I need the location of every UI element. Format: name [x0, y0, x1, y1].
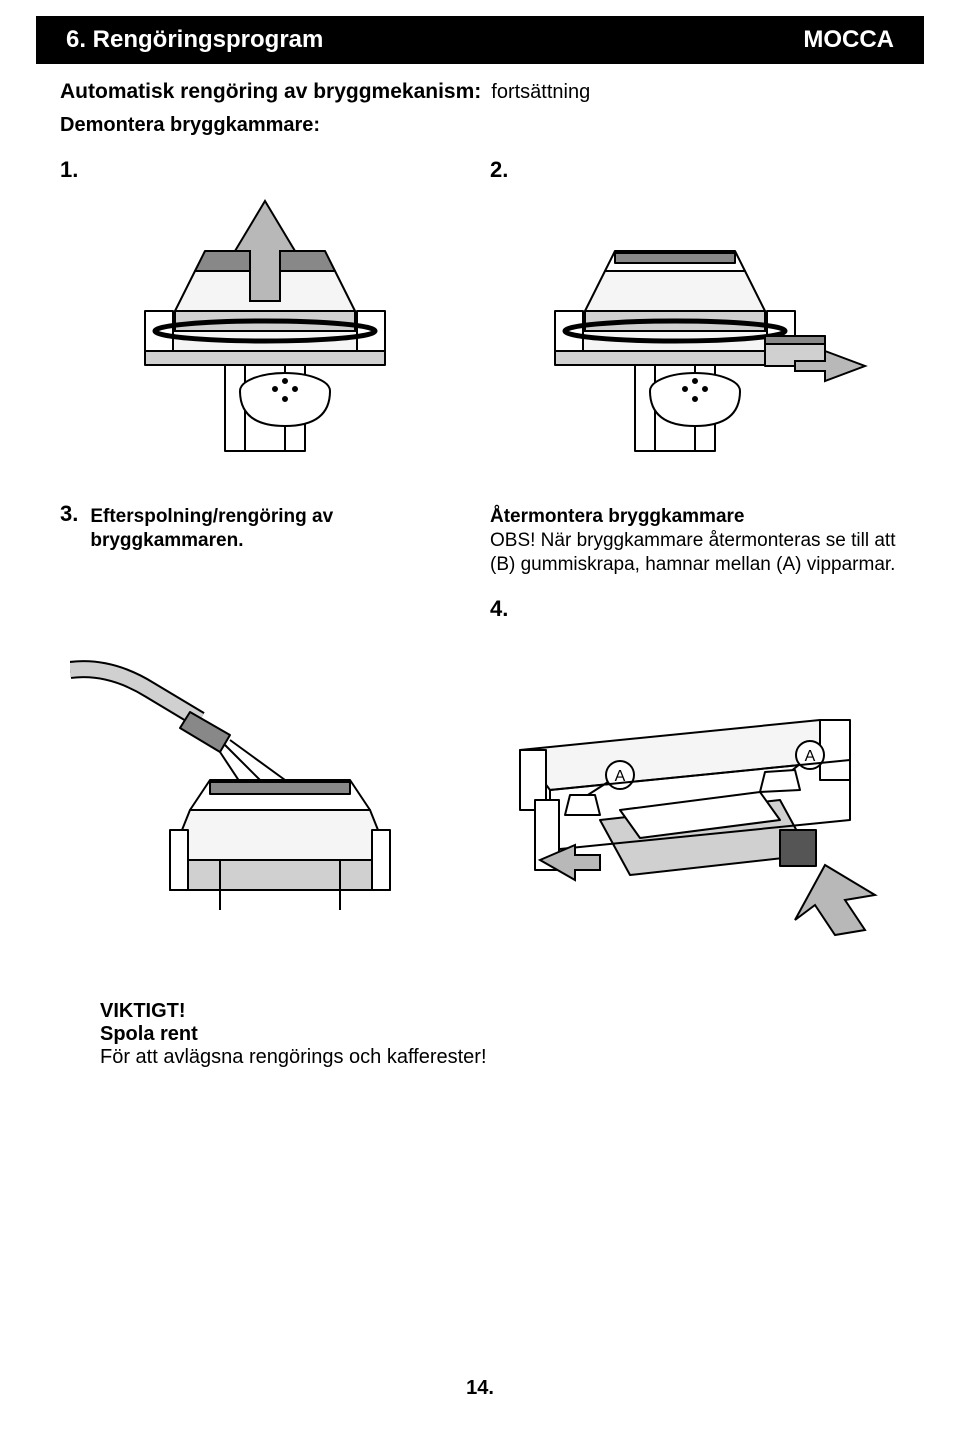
row-diagrams-3-4: A A B — [60, 660, 900, 960]
note-viktigt: VIKTIGT! — [100, 1000, 900, 1023]
header-bar: 6. Rengöringsprogram MOCCA — [36, 16, 924, 64]
subtitle-main: Automatisk rengöring av bryggmekanism: — [60, 80, 481, 104]
step-2: 2. — [490, 157, 900, 471]
page-content: Automatisk rengöring av bryggmekanism: f… — [0, 64, 960, 1069]
svg-text:A: A — [805, 748, 816, 765]
step-3b: Återmontera bryggkammare OBS! När bryggk… — [490, 501, 900, 630]
step-3: 3. Efterspolning/rengöring av bryggkamma… — [60, 501, 470, 630]
step-1-label: 1. — [60, 157, 470, 183]
step-3b-text: Återmontera bryggkammare OBS! När bryggk… — [490, 505, 900, 576]
header-brand: MOCCA — [803, 26, 894, 54]
row-step-3: 3. Efterspolning/rengöring av bryggkamma… — [60, 501, 900, 630]
diagram-4: A A B — [480, 660, 900, 960]
note-body: För att avlägsna rengörings och kafferes… — [100, 1046, 900, 1069]
step-3-desc: Efterspolning/rengöring av bryggkammaren… — [90, 505, 470, 553]
step-3b-title: Återmontera bryggkammare — [490, 506, 744, 527]
diagram-2 — [490, 191, 900, 471]
step-4-label: 4. — [490, 596, 900, 622]
diagram-4-cell: A A B — [480, 660, 900, 960]
subtitle-secondary: Demontera bryggkammare: — [60, 114, 900, 137]
step-2-label: 2. — [490, 157, 900, 183]
step-3b-body: När bryggkammare återmonteras se till at… — [490, 530, 895, 575]
diagram-3 — [60, 660, 460, 920]
note-spola: Spola rent — [100, 1023, 900, 1046]
important-note: VIKTIGT! Spola rent För att avlägsna ren… — [60, 1000, 900, 1069]
step-3-label: 3. — [60, 501, 78, 527]
subtitle-row: Automatisk rengöring av bryggmekanism: f… — [60, 80, 900, 104]
header-title: 6. Rengöringsprogram — [66, 26, 323, 54]
step-3b-obs: OBS! — [490, 530, 535, 551]
subtitle-continuation: fortsättning — [491, 81, 590, 104]
row-steps-1-2: 1. — [60, 157, 900, 471]
diagram-1 — [60, 191, 470, 471]
page-number: 14. — [0, 1377, 960, 1400]
diagram-3-cell — [60, 660, 460, 960]
step-1: 1. — [60, 157, 470, 471]
